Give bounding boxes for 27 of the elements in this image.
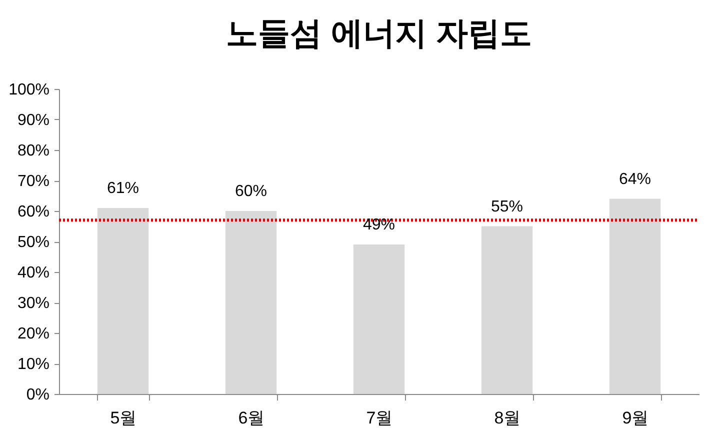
- bar: [353, 244, 405, 394]
- bar: [609, 198, 661, 394]
- data-label: 61%: [106, 180, 140, 197]
- chart-title: 노들섬 에너지 자립도: [226, 15, 532, 51]
- y-tick-label: 20%: [17, 326, 50, 342]
- y-tick-label: 30%: [17, 295, 50, 312]
- data-label: 55%: [490, 198, 524, 216]
- y-tick-label: 90%: [17, 112, 50, 129]
- x-tick-label: 6월: [238, 408, 265, 428]
- bar: [225, 211, 277, 394]
- y-tick-label: 0%: [26, 386, 50, 404]
- x-tick-label: 8월: [494, 408, 521, 428]
- data-label: 64%: [618, 170, 652, 188]
- y-tick-label: 40%: [17, 264, 50, 282]
- y-tick-label: 60%: [17, 204, 50, 220]
- data-label: 49%: [362, 216, 396, 234]
- x-tick-label: 9월: [622, 408, 649, 428]
- y-tick-label: 80%: [17, 142, 50, 160]
- y-tick-label: 10%: [17, 356, 50, 373]
- y-tick-label: 50%: [17, 234, 50, 251]
- data-label: 60%: [234, 183, 268, 200]
- x-tick-label: 5월: [110, 408, 137, 428]
- y-tick-label: 100%: [8, 82, 50, 98]
- x-tick-label: 7월: [366, 408, 393, 428]
- bar: [481, 226, 533, 394]
- bar: [97, 208, 149, 394]
- y-tick-label: 70%: [17, 173, 50, 190]
